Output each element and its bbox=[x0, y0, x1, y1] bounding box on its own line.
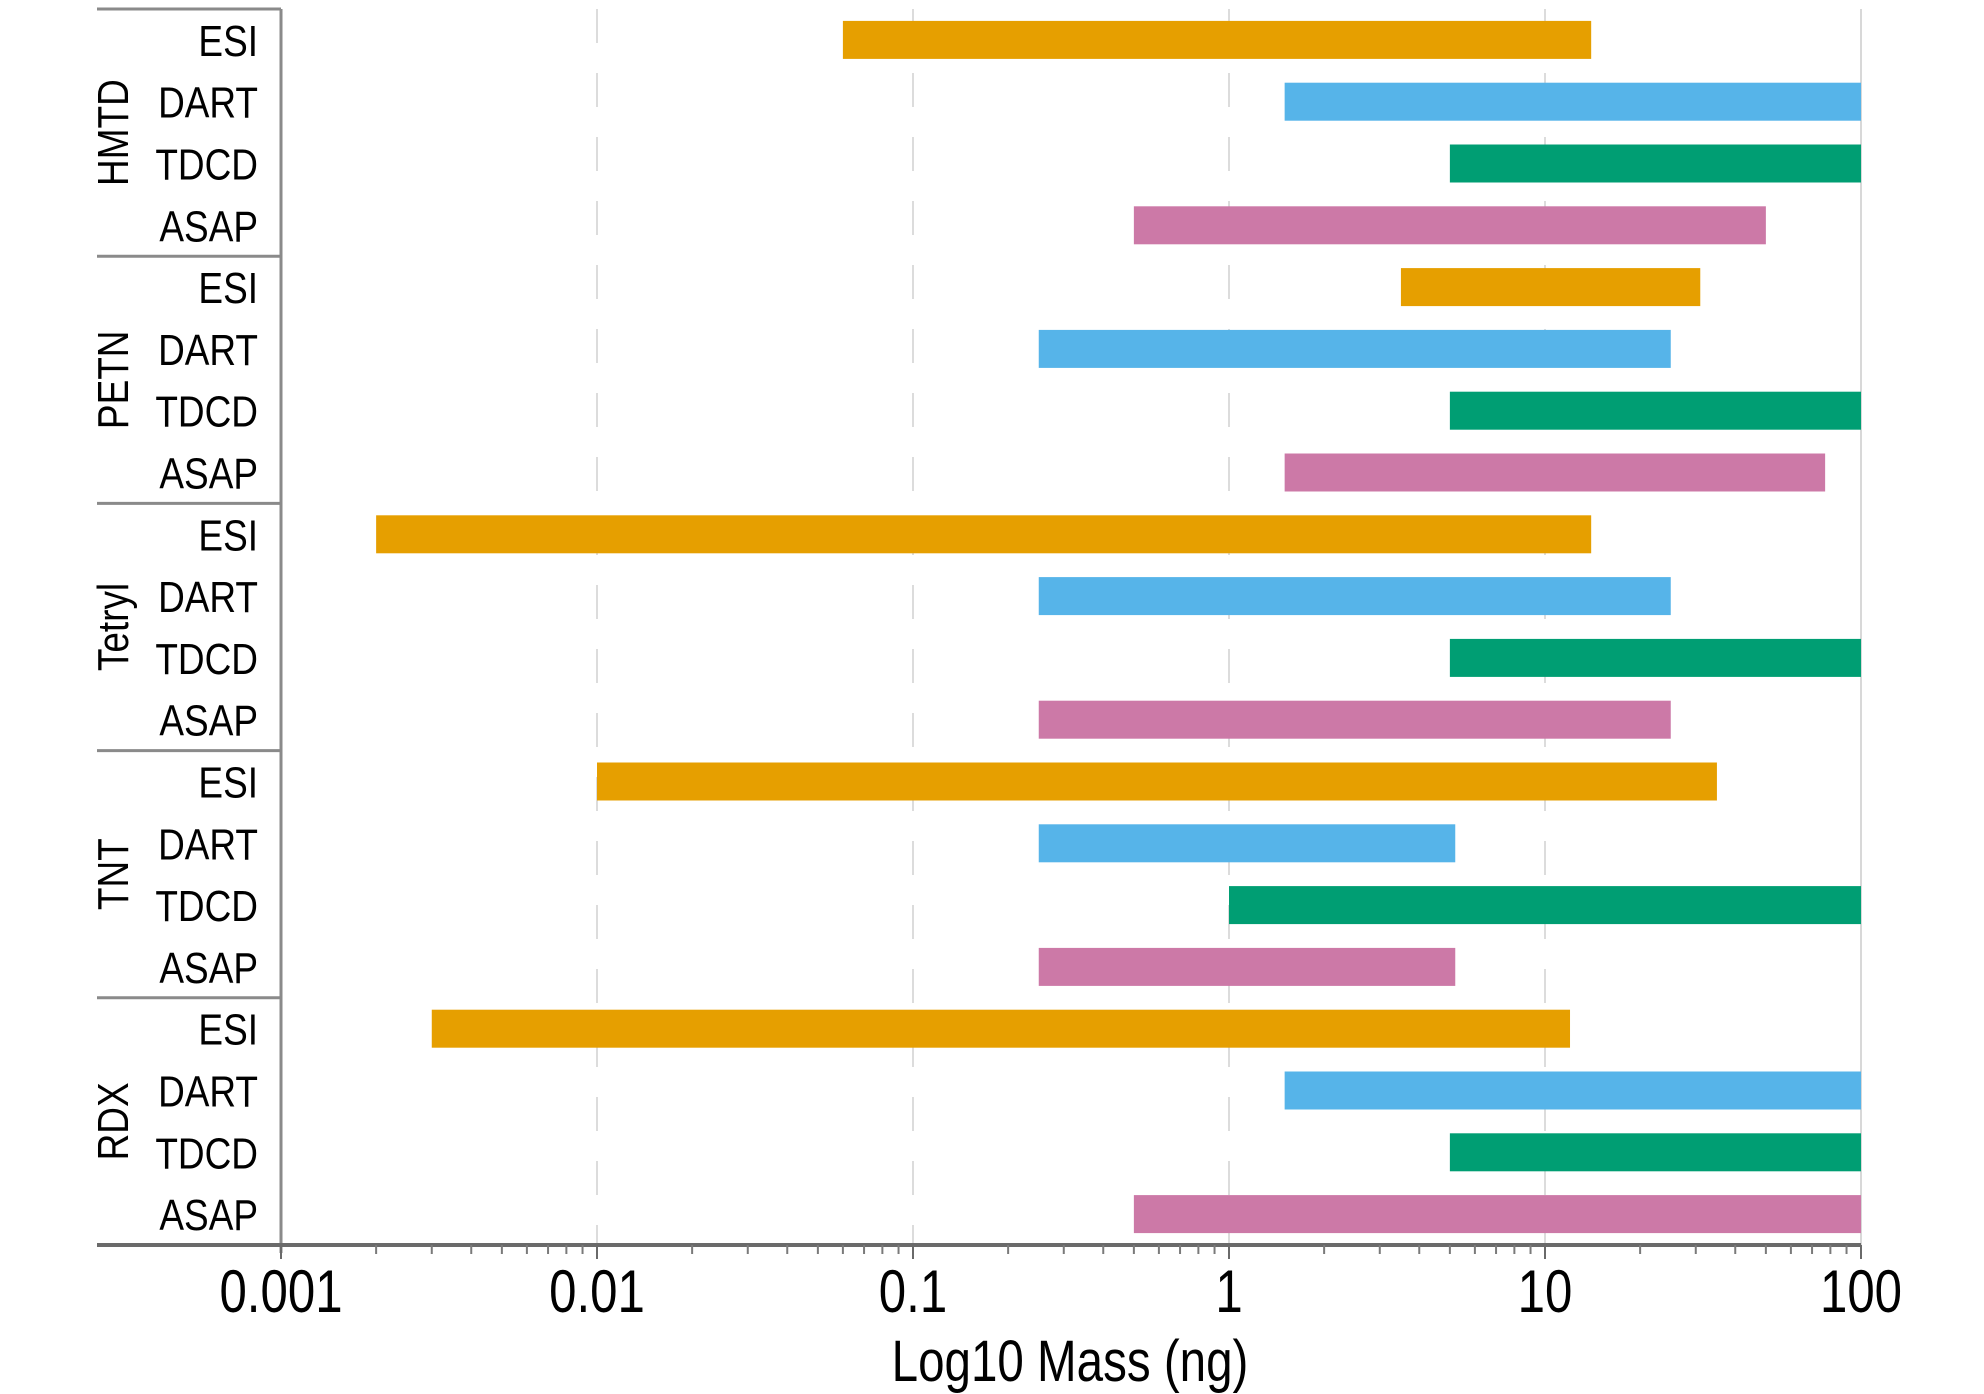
method-label: ASAP bbox=[159, 201, 258, 251]
bar-petn-esi bbox=[1400, 268, 1701, 307]
method-label: ASAP bbox=[159, 943, 258, 993]
x-tick-label: 0.001 bbox=[219, 1257, 342, 1325]
method-label: DART bbox=[158, 572, 258, 622]
group-label: HMTD bbox=[88, 79, 138, 186]
group-label: PETN bbox=[88, 331, 138, 430]
method-label: ASAP bbox=[159, 1190, 258, 1240]
method-label: DART bbox=[158, 1066, 258, 1116]
bar-hmtd-tdcd bbox=[1449, 144, 1861, 183]
bar-tetryl-tdcd bbox=[1449, 638, 1861, 677]
bar-rdx-dart bbox=[1284, 1071, 1861, 1110]
bar-hmtd-dart bbox=[1284, 82, 1861, 121]
group-label: TNT bbox=[88, 838, 138, 910]
category-labels: ESI DART TDCD ASAP HMTD ESI DART TDCD ASAP PETN ES… bbox=[88, 7, 281, 1240]
bar-rdx-esi bbox=[431, 1009, 1571, 1048]
x-tick-label: 10 bbox=[1518, 1257, 1573, 1325]
method-label: ESI bbox=[198, 757, 258, 807]
method-label: TDCD bbox=[155, 634, 258, 684]
bar-tetryl-esi bbox=[376, 515, 1592, 554]
bar-petn-asap bbox=[1284, 453, 1826, 492]
method-label: TDCD bbox=[155, 1128, 258, 1178]
bar-hmtd-asap bbox=[1133, 206, 1766, 245]
bar-tnt-dart bbox=[1038, 824, 1456, 863]
bars bbox=[376, 20, 1861, 1234]
gridlines bbox=[596, 9, 1862, 1245]
x-tick-label: 0.01 bbox=[549, 1257, 645, 1325]
bar-hmtd-esi bbox=[842, 20, 1592, 59]
x-tick-label: 100 bbox=[1820, 1257, 1902, 1325]
method-label: DART bbox=[158, 819, 258, 869]
method-label: DART bbox=[158, 78, 258, 128]
bar-tnt-esi bbox=[597, 762, 1717, 801]
method-label: ASAP bbox=[159, 696, 258, 746]
group-label: RDX bbox=[88, 1082, 138, 1160]
x-axis-title: Log10 Mass (ng) bbox=[892, 1330, 1249, 1394]
bar-petn-dart bbox=[1038, 329, 1671, 368]
group-label: Tetryl bbox=[88, 583, 138, 671]
method-label: ESI bbox=[198, 1005, 258, 1055]
method-label: TDCD bbox=[155, 881, 258, 931]
bar-rdx-tdcd bbox=[1449, 1133, 1861, 1172]
x-tick-label: 1 bbox=[1215, 1257, 1242, 1325]
x-tick-label: 0.1 bbox=[879, 1257, 947, 1325]
bar-tetryl-dart bbox=[1038, 577, 1671, 616]
method-label: DART bbox=[158, 325, 258, 375]
x-axis: 0.001 0.01 0.1 1 10 100 bbox=[97, 9, 1902, 1325]
method-label: ASAP bbox=[159, 448, 258, 498]
bar-tetryl-asap bbox=[1038, 700, 1671, 739]
method-label: ESI bbox=[198, 510, 258, 560]
bar-rdx-asap bbox=[1133, 1195, 1861, 1234]
bar-tnt-tdcd bbox=[1229, 886, 1861, 925]
method-label: ESI bbox=[198, 263, 258, 313]
method-label: ESI bbox=[198, 16, 258, 66]
method-label: TDCD bbox=[155, 387, 258, 437]
bar-tnt-asap bbox=[1038, 947, 1456, 986]
method-label: TDCD bbox=[155, 139, 258, 189]
bar-petn-tdcd bbox=[1449, 391, 1861, 430]
